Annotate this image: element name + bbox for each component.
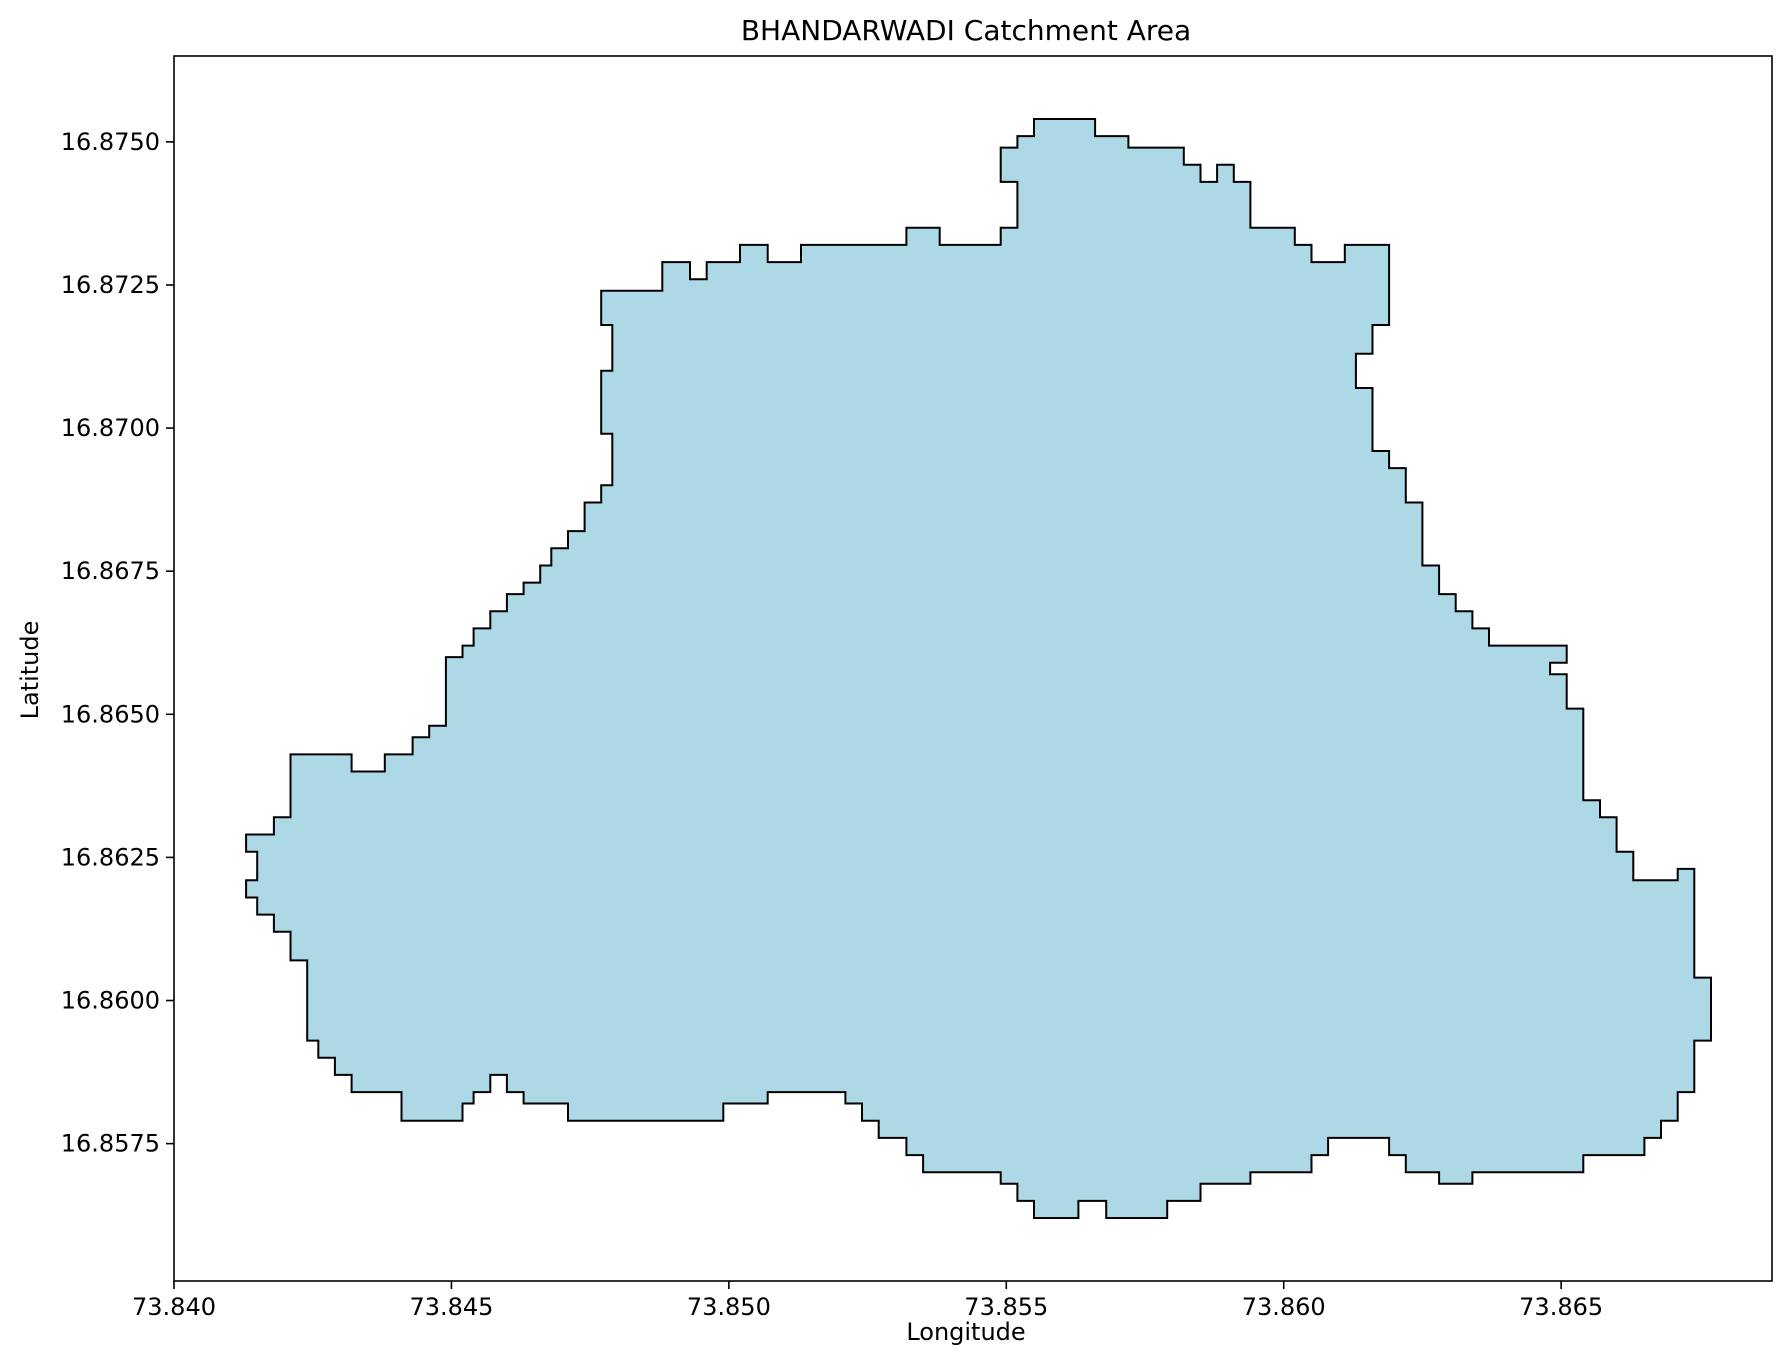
y-tick-label: 16.8675 <box>61 557 160 585</box>
polygon-layer <box>245 118 1712 1219</box>
x-tick-label: 73.845 <box>409 1293 493 1321</box>
x-axis: 73.840 73.845 73.850 73.855 73.860 73.865 <box>132 1281 1603 1321</box>
x-tick-label: 73.840 <box>132 1293 216 1321</box>
x-tick-label: 73.850 <box>687 1293 771 1321</box>
x-tick-label: 73.860 <box>1242 1293 1326 1321</box>
x-axis-label: Longitude <box>906 1318 1025 1346</box>
y-axis-label: Latitude <box>16 621 44 720</box>
y-tick-label: 16.8600 <box>61 987 160 1015</box>
y-tick-label: 16.8575 <box>61 1130 160 1158</box>
y-tick-label: 16.8625 <box>61 843 160 871</box>
y-axis: 16.8575 16.8600 16.8625 16.8650 16.8675 16.87… <box>61 128 174 1158</box>
chart-title: BHANDARWADI Catchment Area <box>741 14 1191 47</box>
y-tick-label: 16.8650 <box>61 700 160 728</box>
x-tick-label: 73.865 <box>1519 1293 1603 1321</box>
catchment-polygon <box>245 118 1712 1219</box>
y-tick-label: 16.8750 <box>61 128 160 156</box>
plot-frame <box>173 55 1773 1282</box>
y-tick-label: 16.8725 <box>61 271 160 299</box>
y-tick-label: 16.8700 <box>61 414 160 442</box>
x-tick-label: 73.855 <box>964 1293 1048 1321</box>
